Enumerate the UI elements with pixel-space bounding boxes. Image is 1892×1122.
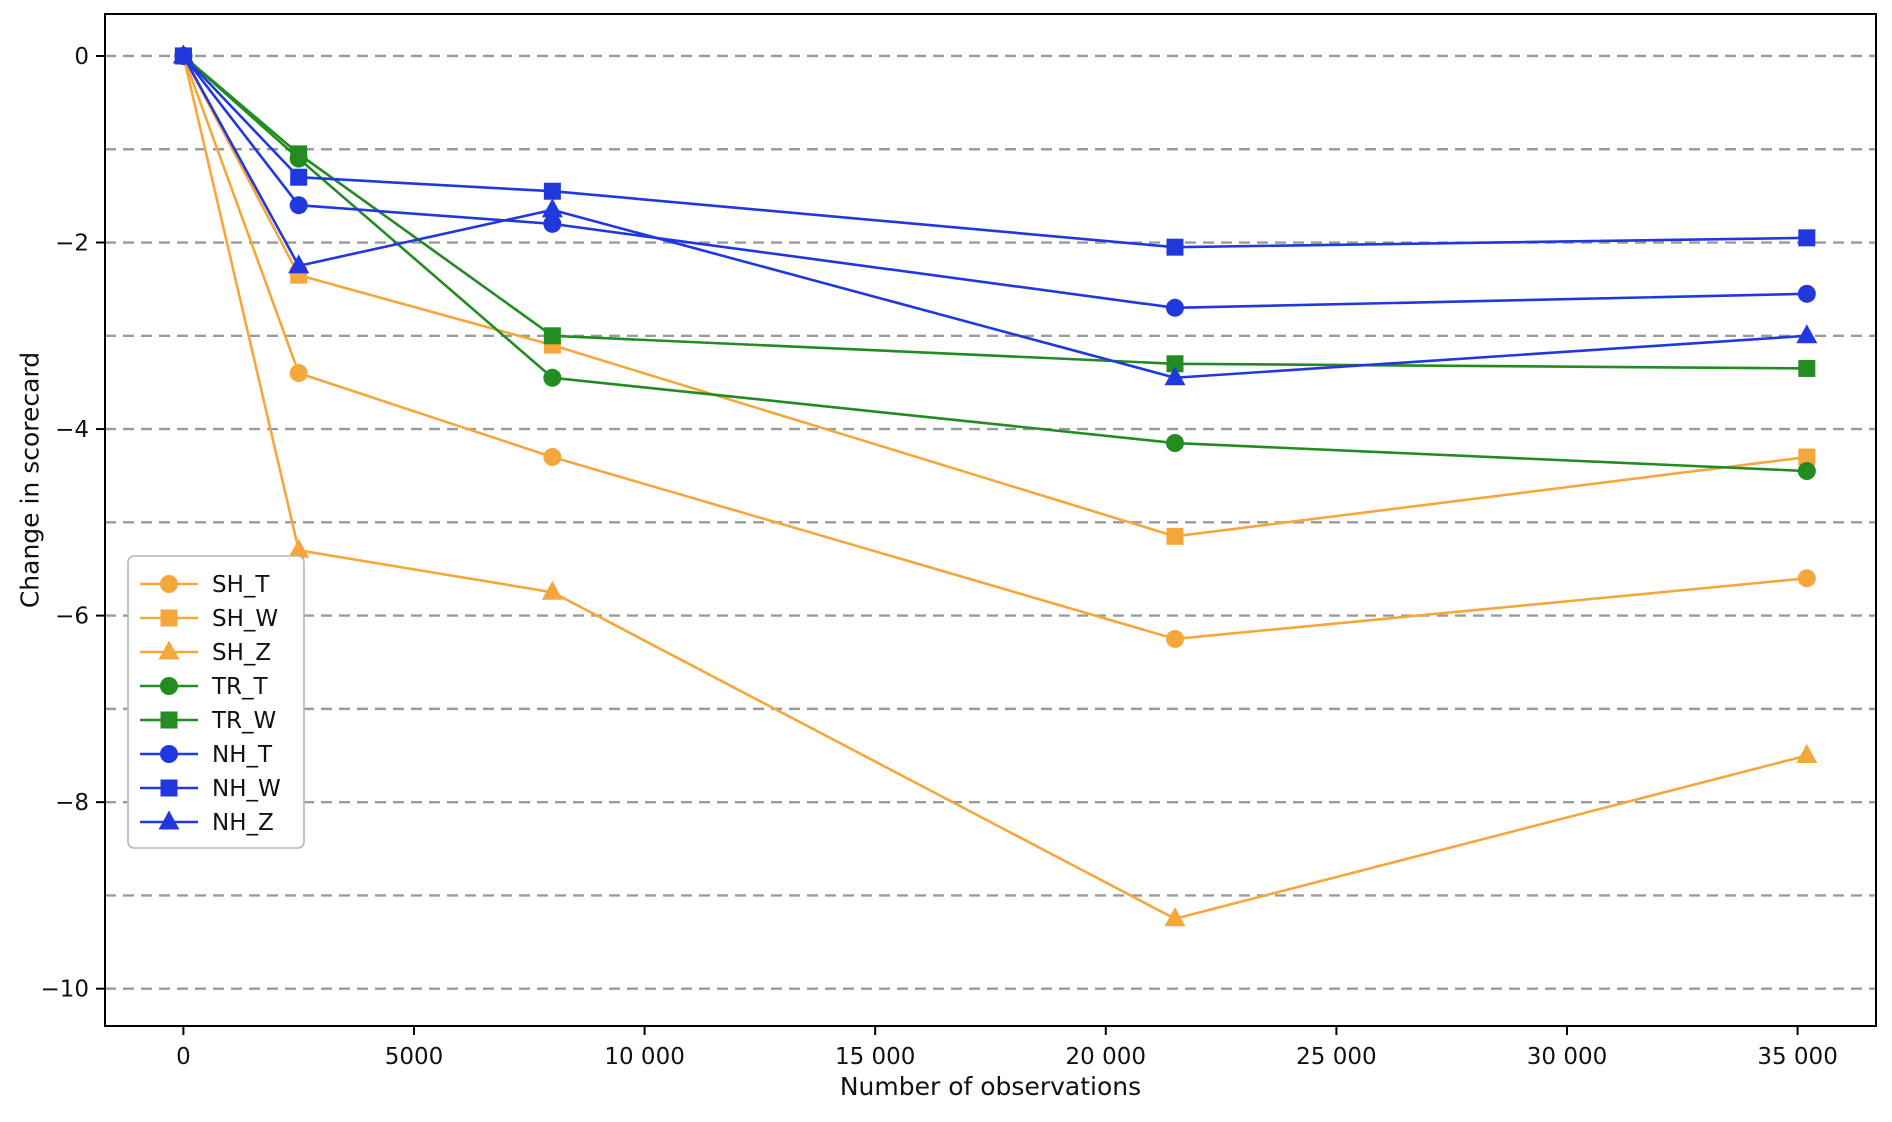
marker-NH_Z xyxy=(1164,366,1186,386)
marker-NH_T xyxy=(289,196,308,215)
y-axis-label: Change in scorecard xyxy=(15,351,45,609)
x-tick-label: 25 000 xyxy=(1296,1044,1376,1070)
x-tick-label: 20 000 xyxy=(1066,1044,1146,1070)
legend: SH_T SH_W SH_Z TR_T TR_W NH_T NH_W NH_Z xyxy=(127,555,305,849)
legend-marker-SH_W xyxy=(160,609,178,627)
marker-TR_T xyxy=(1797,462,1816,481)
marker-NH_T xyxy=(1797,284,1816,303)
marker-TR_W xyxy=(1166,355,1184,373)
marker-TR_W xyxy=(1798,359,1816,377)
legend-marker-NH_W xyxy=(160,779,178,797)
x-axis-label: Number of observations xyxy=(839,1072,1142,1101)
marker-SH_Z xyxy=(1796,744,1818,764)
series-line-SH_T xyxy=(182,54,1809,641)
marker-TR_T xyxy=(1165,434,1184,453)
legend-marker-NH_Z xyxy=(158,810,180,830)
marker-SH_W xyxy=(1798,448,1816,466)
y-tick-label: −8 xyxy=(55,790,89,816)
marker-SH_Z xyxy=(541,580,563,600)
legend-label-TR_T: TR_T xyxy=(211,674,269,700)
legend-marker-SH_T xyxy=(160,575,178,593)
x-tick-label: 15 000 xyxy=(835,1044,915,1070)
y-tick-label: −2 xyxy=(55,231,89,257)
legend-marker-TR_W xyxy=(160,711,178,729)
legend-marker-NH_T xyxy=(160,745,178,763)
series-line-SH_W xyxy=(182,54,1809,538)
series-line-NH_Z xyxy=(182,54,1809,380)
legend-label-TR_W: TR_W xyxy=(211,708,276,734)
legend-label-NH_T: NH_T xyxy=(212,742,273,768)
x-tick-label: 10 000 xyxy=(604,1044,684,1070)
marker-TR_W xyxy=(543,327,561,345)
marker-NH_W xyxy=(543,182,561,200)
y-tick-label: −10 xyxy=(40,977,89,1003)
marker-SH_W xyxy=(1166,527,1184,545)
marker-NH_W xyxy=(1798,229,1816,247)
legend-label-NH_W: NH_W xyxy=(212,776,281,802)
legend-label-SH_T: SH_T xyxy=(212,572,270,598)
marker-NH_W xyxy=(290,168,308,186)
y-tick-label: 0 xyxy=(74,44,89,70)
series-line-NH_W xyxy=(182,54,1809,249)
marker-NH_Z xyxy=(288,254,310,274)
x-tick-label: 0 xyxy=(176,1044,191,1070)
legend-box xyxy=(127,555,305,849)
legend-label-SH_Z: SH_Z xyxy=(212,640,271,666)
legend-marker-SH_Z xyxy=(158,640,180,660)
marker-SH_Z xyxy=(288,538,310,558)
x-tick-label: 5000 xyxy=(385,1044,444,1070)
y-tick-label: −4 xyxy=(55,417,89,443)
marker-NH_Z xyxy=(1796,324,1818,344)
marker-NH_Z xyxy=(172,44,194,64)
x-tick-label: 30 000 xyxy=(1527,1044,1607,1070)
y-tick-label: −6 xyxy=(55,604,89,630)
marker-SH_T xyxy=(1797,569,1816,588)
legend-marker-TR_T xyxy=(160,677,178,695)
marker-NH_T xyxy=(1165,298,1184,317)
x-tick-label: 35 000 xyxy=(1757,1044,1837,1070)
legend-label-NH_Z: NH_Z xyxy=(212,810,274,836)
series-line-TR_T xyxy=(182,54,1809,473)
plot-frame xyxy=(104,13,1877,1027)
marker-NH_W xyxy=(1166,238,1184,256)
marker-SH_T xyxy=(289,364,308,383)
marker-SH_Z xyxy=(1164,907,1186,927)
marker-SH_T xyxy=(1165,629,1184,648)
marker-TR_T xyxy=(543,368,562,387)
marker-SH_T xyxy=(543,448,562,467)
series-line-TR_W xyxy=(182,54,1809,370)
legend-label-SH_W: SH_W xyxy=(212,606,278,632)
marker-NH_T xyxy=(543,214,562,233)
marker-TR_W xyxy=(290,145,308,163)
marker-NH_Z xyxy=(541,198,563,218)
